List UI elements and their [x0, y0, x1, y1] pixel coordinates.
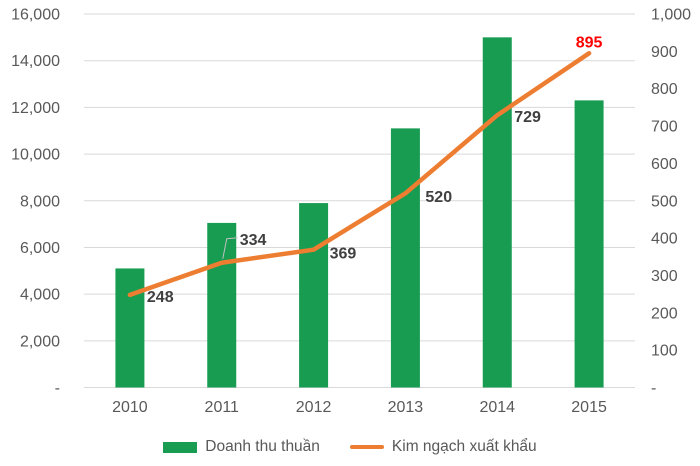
right-axis-tick-label: 100	[651, 343, 678, 360]
bar-2015	[574, 100, 604, 388]
left-axis-tick-label: 2,000	[20, 333, 60, 350]
bar-2011	[207, 222, 237, 388]
right-axis-tick-label: 600	[651, 156, 678, 173]
left-axis-tick-label: 4,000	[20, 287, 60, 304]
x-axis-label: 2015	[571, 399, 607, 416]
left-axis-tick-label: 14,000	[11, 53, 60, 70]
left-axis-tick-label: 10,000	[11, 147, 60, 164]
bar-2012	[299, 203, 329, 388]
data-label-729: 729	[514, 109, 541, 126]
left-axis-tick-label: 12,000	[11, 100, 60, 117]
x-axis-label: 2013	[388, 399, 424, 416]
x-axis-label: 2012	[296, 399, 332, 416]
left-axis-tick-label: -	[55, 380, 60, 397]
bar-2013	[390, 128, 420, 388]
right-axis-tick-label: 800	[651, 81, 678, 98]
right-axis-tick-label: 400	[651, 231, 678, 248]
data-label-369: 369	[330, 246, 357, 263]
right-axis-tick-label: 200	[651, 305, 678, 322]
bar-2014	[482, 37, 512, 388]
data-label-248: 248	[147, 289, 174, 306]
right-axis-tick-label: -	[651, 380, 656, 397]
legend-item-kim-ngach-xuat-khau: Kim ngạch xuất khẩu	[349, 438, 537, 456]
data-label-895: 895	[576, 35, 603, 52]
data-label-leader-line	[222, 237, 238, 259]
left-axis-tick-label: 16,000	[11, 7, 60, 24]
left-axis-tick-label: 8,000	[20, 193, 60, 210]
line-series-swatch	[349, 445, 384, 449]
legend-label-doanh-thu-thuan: Doanh thu thuần	[205, 438, 320, 456]
right-axis-tick-label: 1,000	[651, 7, 691, 24]
legend-item-doanh-thu-thuan: Doanh thu thuần	[163, 439, 320, 455]
right-axis-tick-label: 700	[651, 119, 678, 136]
data-label-520: 520	[425, 189, 452, 206]
x-axis-label: 2014	[479, 399, 515, 416]
bar-series-swatch	[163, 441, 198, 453]
x-axis-label: 2011	[205, 399, 240, 416]
bar-2010	[115, 268, 145, 388]
line-series	[127, 50, 592, 298]
legend-label-kim-ngach-xuat-khau: Kim ngạch xuất khẩu	[391, 438, 537, 456]
left-axis-tick-label: 6,000	[20, 240, 60, 257]
x-axis-label: 2010	[112, 399, 148, 416]
right-axis-tick-label: 900	[651, 44, 678, 61]
data-label-334: 334	[240, 232, 267, 249]
right-axis-tick-label: 500	[651, 193, 678, 210]
right-axis-tick-label: 300	[651, 268, 678, 285]
legend: Doanh thu thuần Kim ngạch xuất khẩu	[0, 434, 700, 460]
